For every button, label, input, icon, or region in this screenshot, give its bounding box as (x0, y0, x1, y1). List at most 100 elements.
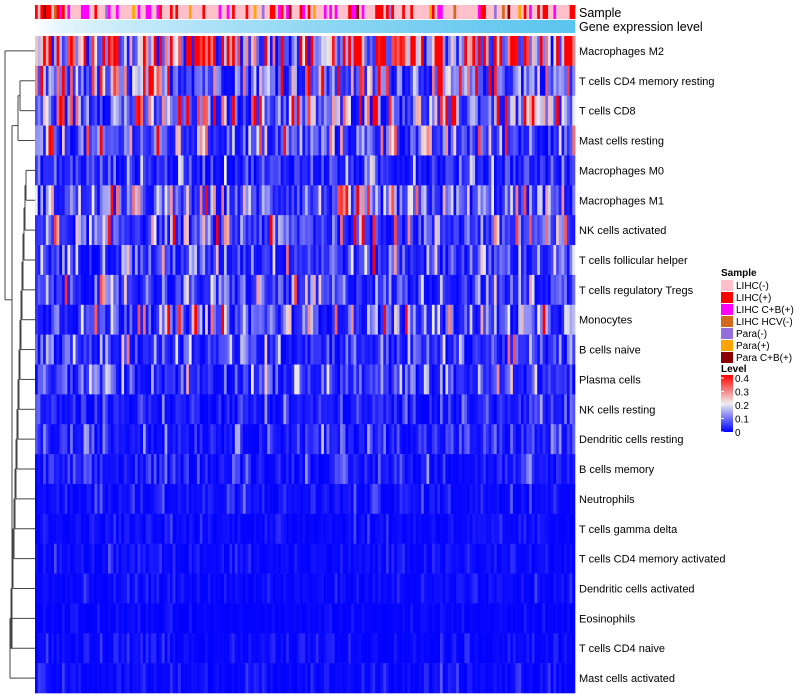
heatmap-cell (94, 454, 98, 485)
heatmap-cell (75, 454, 79, 485)
heatmap-cell (207, 543, 211, 574)
heatmap-cell (137, 603, 141, 634)
heatmap-cell (40, 95, 44, 126)
heatmap-cell (431, 573, 435, 604)
heatmap-cell (161, 95, 165, 126)
heatmap-cell (494, 364, 497, 395)
heatmap-cell (137, 573, 141, 604)
heatmap-cell (410, 304, 414, 335)
heatmap-cell (529, 364, 533, 395)
heatmap-cell (512, 155, 516, 186)
heatmap-cell (413, 95, 416, 126)
heatmap-cell (232, 573, 236, 604)
heatmap-cell (383, 155, 387, 186)
heatmap-cell (391, 633, 395, 664)
heatmap-cell (278, 394, 281, 425)
heatmap-cell (207, 304, 211, 335)
heatmap-cell (537, 215, 541, 246)
heatmap-cell (464, 454, 468, 485)
heatmap-cell (113, 483, 117, 515)
heatmap-cell (132, 155, 136, 186)
gene-track-cell (348, 20, 352, 33)
heatmap-cell (537, 36, 541, 67)
heatmap-cell (132, 95, 136, 126)
track-label-gene-expression: Gene expression level (579, 20, 703, 34)
heatmap-cell (548, 483, 551, 515)
heatmap-cell (510, 663, 514, 694)
row-label: Neutrophils (579, 494, 635, 506)
heatmap-cell (434, 334, 438, 365)
heatmap-cell (307, 334, 311, 365)
heatmap-cell (151, 334, 155, 365)
heatmap-cell (148, 633, 152, 664)
heatmap-cell (83, 215, 87, 246)
heatmap-cell (329, 334, 333, 365)
heatmap-cell (456, 215, 460, 246)
gene-track-cell (272, 20, 276, 33)
heatmap-cell (167, 185, 171, 216)
heatmap-cell (164, 424, 168, 455)
heatmap-cell (280, 513, 284, 544)
heatmap-cell (561, 334, 565, 365)
heatmap-cell (361, 36, 365, 67)
gene-track-cell (548, 20, 551, 33)
heatmap-cell (440, 215, 443, 246)
heatmap-cell (267, 65, 271, 97)
heatmap-cell (215, 95, 219, 126)
heatmap-cell (197, 573, 200, 604)
sample-track-cell (321, 5, 325, 19)
heatmap-cell (72, 603, 76, 634)
heatmap-cell (207, 185, 211, 216)
heatmap-cell (48, 483, 52, 515)
heatmap-cell (70, 334, 74, 365)
heatmap-cell (348, 364, 352, 395)
sample-track-cell (307, 5, 311, 19)
heatmap-cell (437, 65, 441, 97)
heatmap-cell (348, 125, 352, 156)
heatmap-cell (229, 394, 233, 425)
heatmap-cell (140, 274, 144, 306)
heatmap-cell (137, 245, 141, 276)
heatmap-cell (140, 573, 144, 604)
sample-legend-entry: LIHC(+) (721, 292, 771, 304)
heatmap-cell (477, 274, 481, 306)
heatmap-cell (350, 603, 354, 634)
heatmap-cell (394, 454, 398, 485)
heatmap-cell (350, 424, 354, 455)
heatmap-cell (310, 304, 314, 335)
heatmap-cell (261, 603, 265, 634)
heatmap-cell (89, 125, 92, 156)
heatmap-cell (91, 454, 95, 485)
heatmap-cell (445, 663, 449, 694)
heatmap-cell (394, 603, 398, 634)
heatmap-cell (121, 513, 125, 544)
heatmap-cell (496, 125, 500, 156)
heatmap-cell (523, 424, 527, 455)
heatmap-cell (313, 334, 317, 365)
heatmap-cell (429, 36, 433, 67)
heatmap-cell (296, 65, 300, 97)
heatmap-cell (278, 424, 281, 455)
heatmap-row (35, 215, 576, 246)
heatmap-cell (526, 483, 530, 515)
heatmap-cell (148, 304, 152, 335)
heatmap-cell (283, 125, 287, 156)
heatmap-cell (404, 454, 408, 485)
heatmap-cell (564, 424, 568, 455)
heatmap-cell (286, 394, 290, 425)
heatmap-cell (113, 663, 117, 694)
heatmap-cell (137, 185, 141, 216)
heatmap-cell (369, 483, 373, 515)
heatmap-cell (159, 36, 163, 67)
heatmap-cell (116, 364, 119, 395)
heatmap-cell (159, 364, 163, 395)
heatmap-cell (121, 125, 125, 156)
heatmap-cell (518, 513, 522, 544)
heatmap-cell (183, 95, 187, 126)
heatmap-cell (483, 633, 487, 664)
heatmap-cell (415, 274, 419, 306)
heatmap-cell (253, 663, 257, 694)
heatmap-cell (72, 424, 76, 455)
heatmap-cell (431, 543, 435, 574)
heatmap-cell (396, 95, 400, 126)
